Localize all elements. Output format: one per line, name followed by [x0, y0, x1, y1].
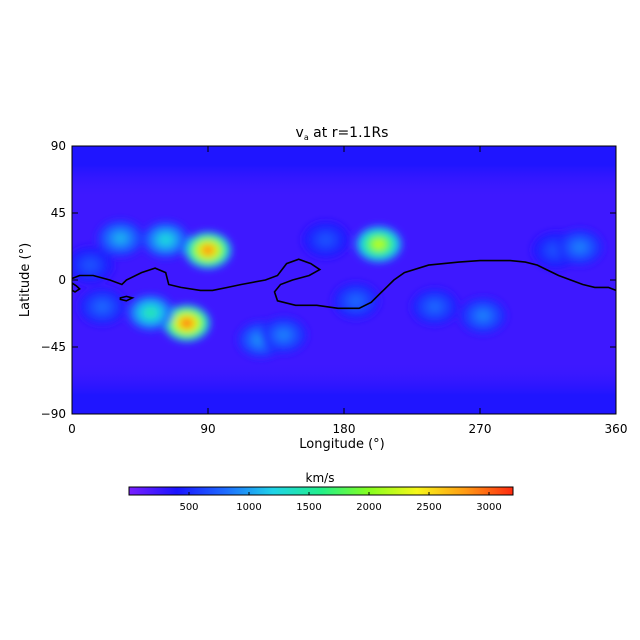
x-tick-label: 360 — [605, 422, 628, 436]
chart-title-suffix: at r=1.1Rs — [309, 125, 389, 141]
colorbar — [128, 486, 514, 496]
colorbar-label: km/s — [306, 471, 335, 485]
x-tick-label: 0 — [68, 422, 76, 436]
neutral-lines — [72, 258, 616, 310]
y-axis-label: Latitude (°) — [18, 243, 33, 317]
hotspot — [163, 305, 210, 342]
y-tick-label: −90 — [41, 407, 66, 421]
x-tick-label: 90 — [200, 422, 215, 436]
neutral-loop — [72, 282, 81, 293]
colorbar-tick-label: 1500 — [296, 502, 321, 513]
y-tick-label: −45 — [41, 340, 66, 354]
y-tick-label: 45 — [51, 206, 66, 220]
colorbar-tick-label: 3000 — [476, 502, 501, 513]
hotspot — [411, 288, 458, 325]
y-axis-ticks: 90 45 0 −45 −90 — [41, 139, 616, 421]
x-tick-label: 270 — [469, 422, 492, 436]
chart-title-main: v — [296, 125, 304, 141]
heatmap-hotspots — [72, 220, 603, 358]
hotspot — [142, 221, 189, 258]
y-tick-label: 90 — [51, 139, 66, 153]
colorbar-tick-label: 500 — [179, 502, 198, 513]
hotspot — [185, 232, 231, 269]
colorbar-tick-label: 2500 — [416, 502, 441, 513]
x-axis-ticks: 0 90 180 270 360 — [68, 146, 627, 436]
colorbar-tick-label: 2000 — [356, 502, 381, 513]
hotspot — [460, 297, 507, 334]
neutral-loop — [119, 295, 135, 302]
hotspot — [127, 294, 174, 331]
x-axis-label: Longitude (°) — [299, 437, 384, 452]
hotspot — [97, 220, 144, 257]
chart-title-subscript: a — [304, 133, 309, 142]
chart-title: va at r=1.1Rs — [296, 125, 389, 142]
hotspot — [260, 317, 307, 354]
hotspot — [72, 247, 114, 284]
hotspot — [355, 226, 402, 263]
x-tick-label: 180 — [333, 422, 356, 436]
hotspot — [79, 288, 126, 325]
colorbar-tick-label: 1000 — [236, 502, 261, 513]
hotspot — [302, 221, 349, 258]
y-tick-label: 0 — [58, 273, 66, 287]
heatmap-plot-area — [72, 146, 616, 414]
heatmap-polar-bands — [72, 146, 616, 414]
hotspot — [556, 229, 603, 266]
neutral-line — [72, 258, 616, 310]
colorbar-ticks: 500 1000 1500 2000 2500 3000 — [179, 492, 502, 513]
